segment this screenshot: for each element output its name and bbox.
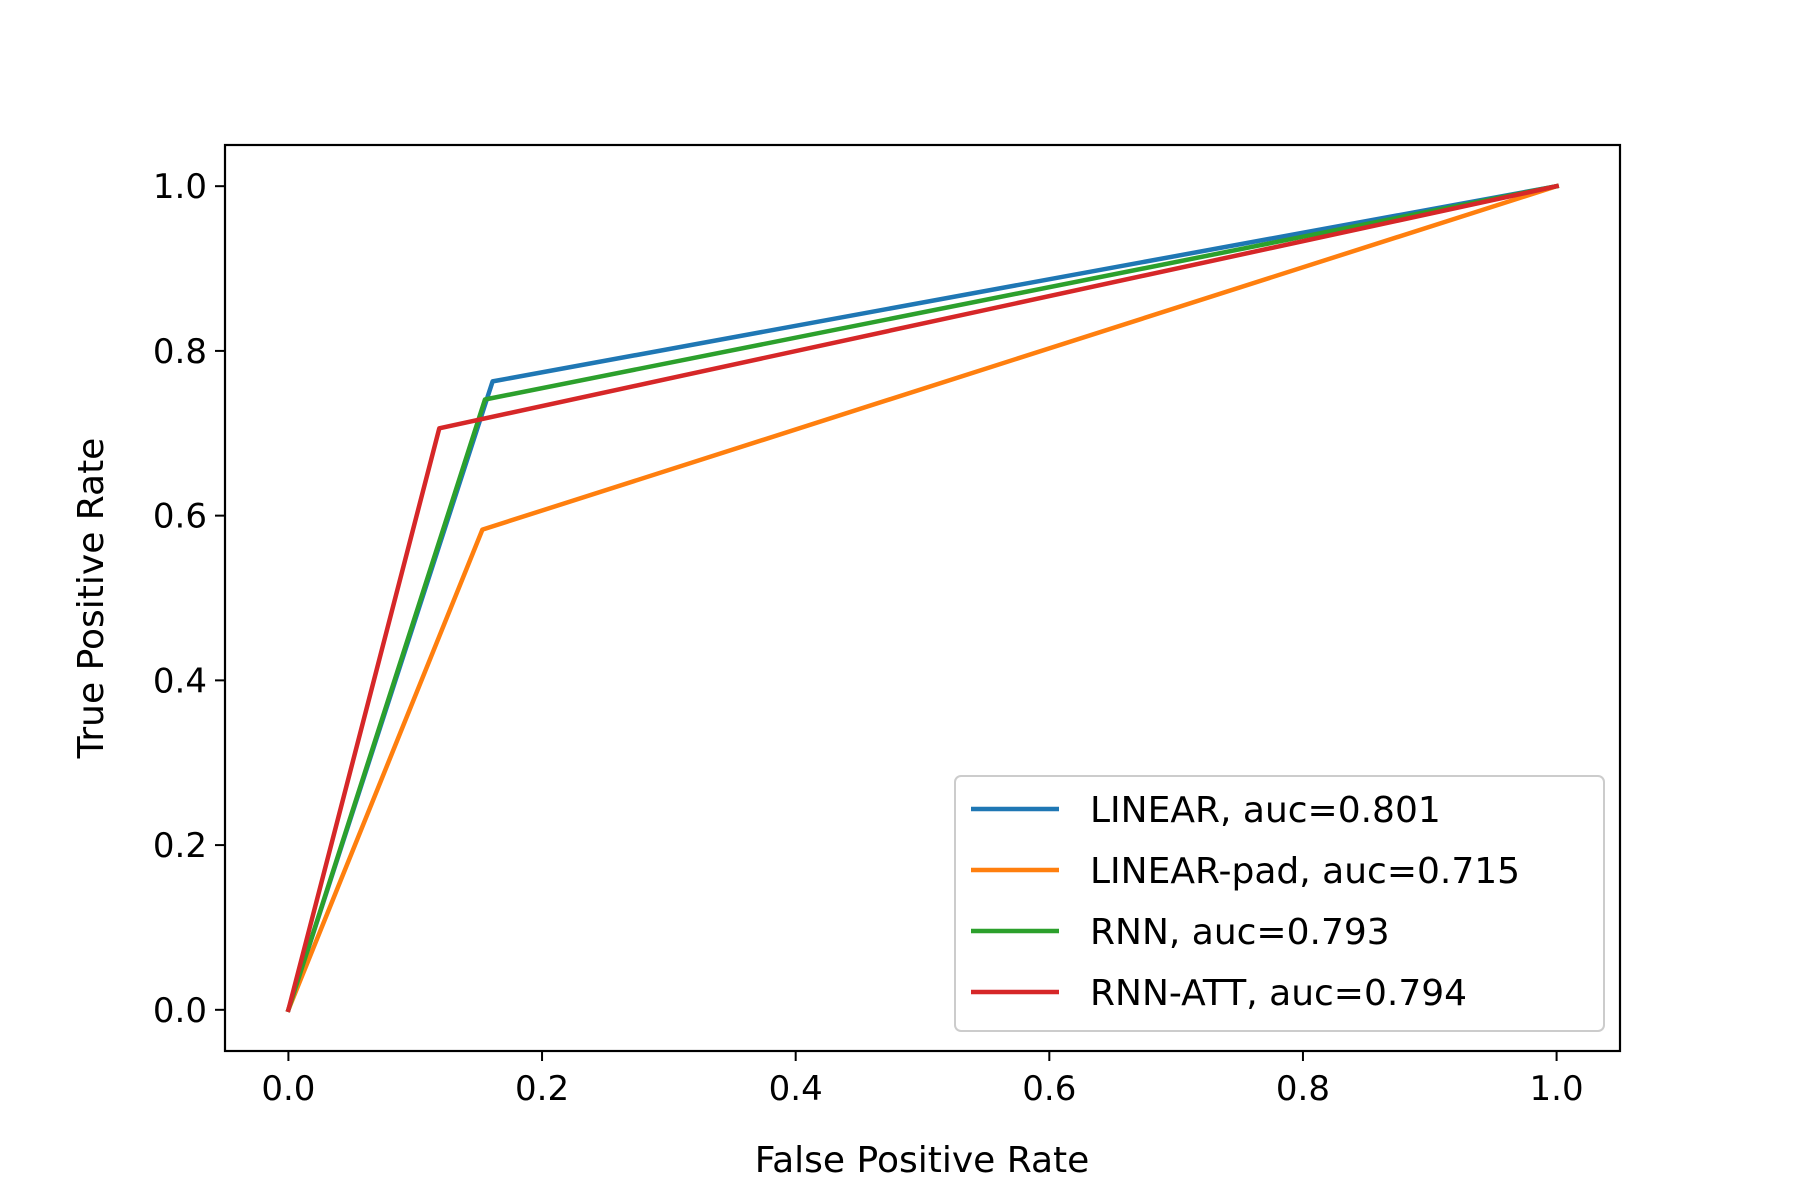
plot-area-frame bbox=[223, 143, 1622, 1053]
x-tick-label: 0.8 bbox=[1276, 1069, 1330, 1109]
x-tick-label: 0.4 bbox=[769, 1069, 823, 1109]
ticks-layer: 0.0 0.2 0.4 0.6 0.8 1.0 0.0 0.2 0.4 0.6 0.8 1.0 bbox=[153, 167, 1584, 1109]
series-lines bbox=[285, 183, 1560, 1013]
series-line bbox=[285, 183, 1560, 1013]
y-tick-label: 0.0 bbox=[153, 991, 207, 1031]
y-tick-label: 0.4 bbox=[153, 661, 207, 701]
x-tick-label: 0.6 bbox=[1022, 1069, 1076, 1109]
y-tick-label: 0.2 bbox=[153, 826, 207, 866]
x-tick-label: 0.2 bbox=[515, 1069, 569, 1109]
series-line bbox=[285, 183, 1560, 1013]
legend-label: LINEAR, auc=0.801 bbox=[1090, 790, 1441, 831]
y-axis-label: True Positive Rate bbox=[71, 438, 112, 760]
legend-label: RNN-ATT, auc=0.794 bbox=[1090, 973, 1467, 1014]
series-line bbox=[285, 183, 1560, 1013]
legend-label: LINEAR-pad, auc=0.715 bbox=[1090, 851, 1520, 892]
x-axis-label: False Positive Rate bbox=[755, 1140, 1090, 1181]
x-tick-label: 0.0 bbox=[261, 1069, 315, 1109]
y-tick-label: 0.6 bbox=[153, 497, 207, 537]
legend-label: RNN, auc=0.793 bbox=[1090, 912, 1390, 953]
x-tick-label: 1.0 bbox=[1530, 1069, 1584, 1109]
y-tick-label: 1.0 bbox=[153, 167, 207, 207]
y-tick-label: 0.8 bbox=[153, 332, 207, 372]
legend: LINEAR, auc=0.801 LINEAR-pad, auc=0.715 RN… bbox=[954, 775, 1605, 1032]
legend-box bbox=[954, 775, 1605, 1032]
